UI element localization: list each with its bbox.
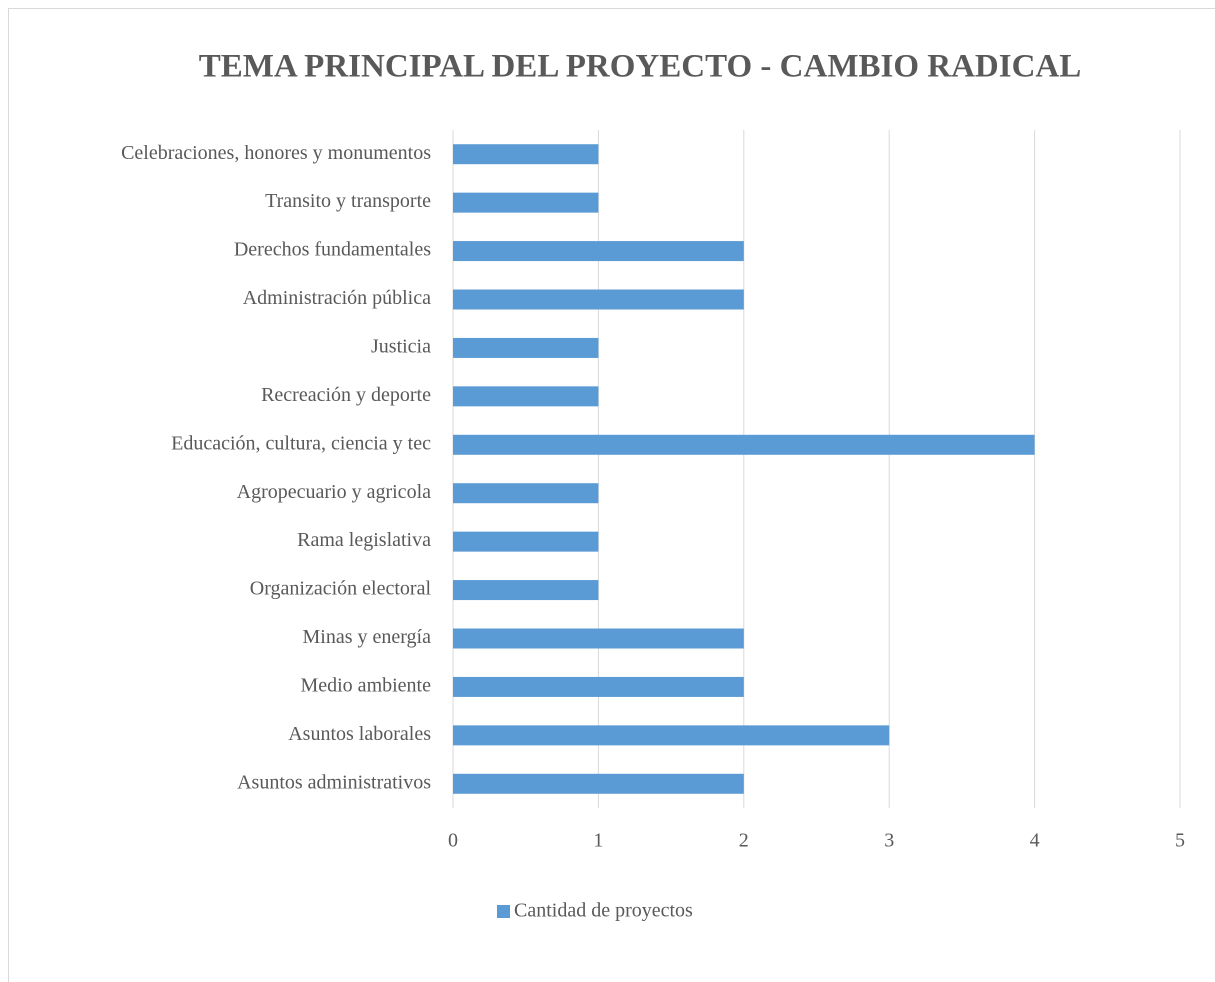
x-tick-label: 0: [448, 830, 458, 852]
legend-label: Cantidad de proyectos: [514, 900, 693, 922]
bar: [453, 241, 744, 262]
y-tick-label: Minas y energía: [303, 626, 432, 648]
bar: [453, 773, 744, 794]
y-tick-label: Derechos fundamentales: [234, 239, 431, 261]
y-tick-label: Agropecuario y agricola: [237, 481, 431, 503]
chart-title: TEMA PRINCIPAL DEL PROYECTO - CAMBIO RAD…: [199, 49, 1082, 85]
bar: [453, 676, 744, 697]
bar: [453, 144, 599, 165]
y-tick-label: Asuntos administrativos: [237, 771, 431, 793]
y-tick-label: Justicia: [371, 336, 431, 358]
legend-swatch: [497, 905, 510, 918]
bar: [453, 725, 890, 746]
bar: [453, 386, 599, 407]
y-tick-label: Medio ambiente: [300, 675, 431, 697]
bar: [453, 192, 599, 213]
bar: [453, 628, 744, 649]
bar: [453, 580, 599, 601]
bar: [453, 483, 599, 504]
bar: [453, 289, 744, 310]
x-tick-label: 1: [593, 830, 603, 852]
bar: [453, 531, 599, 552]
y-tick-label: Organización electoral: [250, 578, 432, 600]
y-tick-label: Rama legislativa: [297, 529, 431, 551]
y-tick-label: Administración pública: [243, 287, 431, 309]
x-tick-label: 5: [1175, 830, 1185, 852]
bar: [453, 434, 1035, 455]
chart-border: [8, 8, 1215, 982]
x-tick-label: 3: [884, 830, 894, 852]
y-tick-label: Recreación y deporte: [261, 384, 431, 406]
bar: [453, 337, 599, 358]
y-tick-label: Educación, cultura, ciencia y tec: [171, 432, 431, 454]
x-tick-label: 4: [1030, 830, 1040, 852]
y-tick-label: Asuntos laborales: [288, 723, 431, 745]
y-tick-label: Transito y transporte: [265, 190, 431, 212]
x-tick-label: 2: [739, 830, 749, 852]
y-tick-label: Celebraciones, honores y monumentos: [121, 142, 431, 164]
